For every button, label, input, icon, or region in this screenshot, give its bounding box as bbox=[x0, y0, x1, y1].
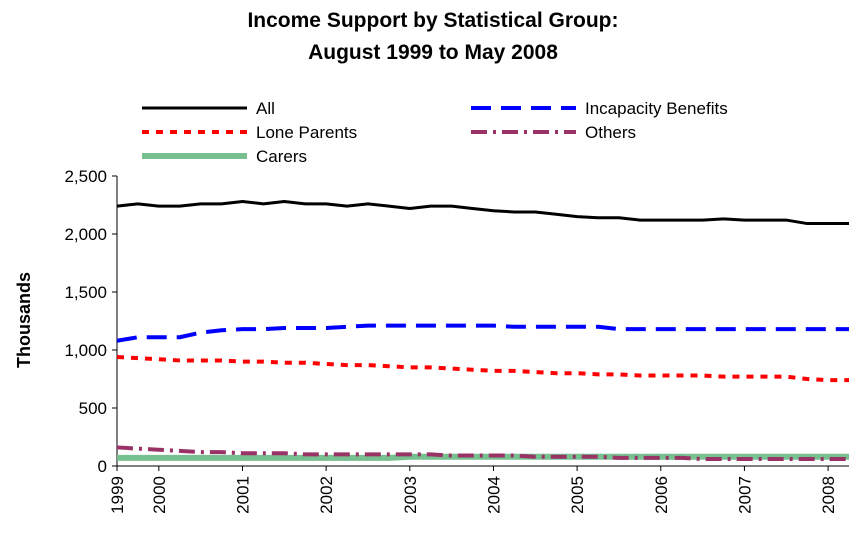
y-tick-label: 1,000 bbox=[64, 341, 107, 360]
series-line-all bbox=[116, 200, 849, 226]
legend-label: Incapacity Benefits bbox=[585, 99, 728, 118]
y-tick-label: 0 bbox=[98, 457, 107, 476]
x-tick-label: 2000 bbox=[150, 476, 169, 514]
legend-label: Lone Parents bbox=[256, 123, 357, 142]
series-line-lone-parents bbox=[116, 354, 849, 383]
chart-title-line-1: Income Support by Statistical Group: bbox=[247, 9, 618, 32]
legend-label: All bbox=[256, 99, 275, 118]
x-tick-label: 2002 bbox=[317, 476, 336, 514]
y-axis-label: Thousands bbox=[14, 272, 34, 368]
series-line-carers bbox=[117, 453, 849, 461]
x-tick-label: 1999 bbox=[108, 476, 127, 514]
y-tick-label: 1,500 bbox=[64, 283, 107, 302]
y-tick-label: 2,500 bbox=[64, 167, 107, 186]
x-tick-label: 2004 bbox=[484, 476, 503, 514]
y-tick-label: 500 bbox=[79, 399, 107, 418]
x-tick-label: 2008 bbox=[819, 476, 838, 514]
y-axis: 0 500 1,000 1,500 2,000 2,500 bbox=[64, 167, 118, 476]
legend: All Incapacity Benefits Lone Parents Others… bbox=[142, 99, 728, 166]
series-line-incapacity-benefits bbox=[116, 323, 849, 343]
x-tick-label: 2003 bbox=[401, 476, 420, 514]
legend-label: Carers bbox=[256, 147, 307, 166]
x-tick-label: 2006 bbox=[652, 476, 671, 514]
legend-label: Others bbox=[585, 123, 636, 142]
x-tick-label: 2001 bbox=[233, 476, 252, 514]
x-axis: 1999 2000 2001 2002 2003 2004 2005 2006 2007 2008 bbox=[108, 465, 849, 514]
series-layer bbox=[116, 200, 849, 462]
x-tick-label: 2005 bbox=[568, 476, 587, 514]
x-tick-label: 2007 bbox=[735, 476, 754, 514]
y-tick-label: 2,000 bbox=[64, 225, 107, 244]
chart-title-line-2: August 1999 to May 2008 bbox=[308, 41, 558, 64]
